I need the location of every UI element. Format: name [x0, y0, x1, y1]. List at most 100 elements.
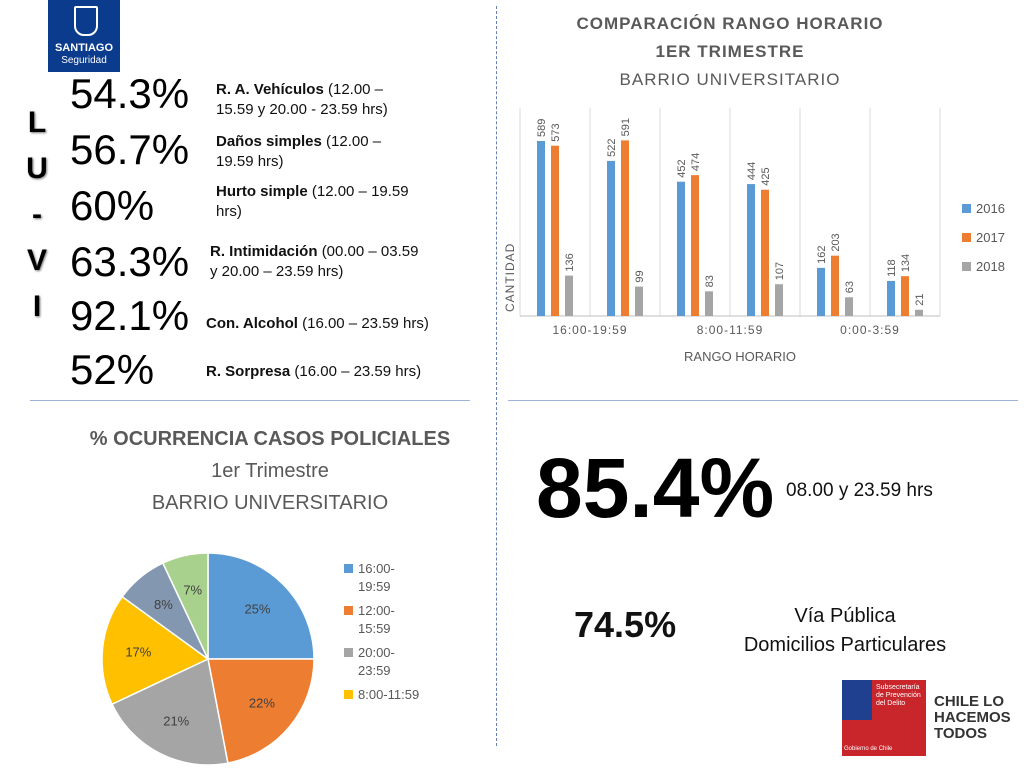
x-tick-label: 0:00-3:59 [840, 323, 900, 337]
slogan-line: CHILE LO [934, 693, 1004, 710]
gobierno-text: Gobierno de Chile [844, 746, 893, 752]
bar-chart-title: COMPARACIÓN RANGO HORARIO [576, 14, 884, 33]
bar-data-label: 474 [690, 153, 702, 171]
bar-2017 [761, 189, 769, 316]
bar-2017 [901, 276, 909, 316]
pie-value-label: 7% [183, 583, 202, 598]
subsecretaria-text: Subsecretaría de Prevención del Delito [876, 684, 921, 707]
stat-pct: 92.1% [70, 292, 190, 339]
horizontal-divider-left [30, 400, 470, 401]
bar-2017 [831, 255, 839, 316]
legend-label: 20:00- [358, 645, 395, 660]
crime-detail: (16.00 – 23.59 hrs) [294, 363, 422, 380]
legend-label: 2018 [976, 259, 1005, 274]
crime-detail: 19.59 hrs) [216, 153, 284, 170]
crime-detail: (12.00 – 19.59 [311, 183, 409, 200]
bar-2016 [607, 160, 615, 316]
legend-label: 8:00-11:59 [358, 687, 419, 702]
legend-label: 23:59 [358, 663, 391, 678]
crime-desc: R. A. Vehículos (12.00 – 15.59 y 20.00 -… [216, 80, 476, 120]
bar-2016 [537, 140, 545, 316]
pie-slice [101, 595, 210, 706]
bar-data-label: 99 [634, 270, 646, 282]
pie-value-label: 8% [154, 597, 173, 612]
highlight-mid-caption: Vía Pública Domicilios Particulares [720, 602, 970, 660]
side-letter: V [26, 244, 47, 277]
bar-data-label: 83 [704, 275, 716, 287]
stat-pct: 54.3% [70, 70, 190, 117]
bar-2016 [747, 184, 755, 316]
side-letter: I [32, 290, 42, 323]
pie-chart: 25% 22% 21% 17% 8% 7% 16:00- 19:59 12:00- 15:59 2… [101, 552, 419, 766]
bar-data-label: 118 [886, 259, 898, 277]
crime-detail: 15.59 y 20.00 - 23.59 hrs) [216, 101, 388, 118]
bar-data-label: 425 [760, 167, 772, 185]
crime-detail: (00.00 – 03.59 [321, 243, 419, 260]
bar-chart-subtitle2: BARRIO UNIVERSITARIO [619, 70, 841, 89]
bar-2016 [887, 280, 895, 316]
bar-2017 [691, 175, 699, 316]
slogan: CHILE LO HACEMOS TODOS [934, 694, 1011, 742]
pie-value-label: 22% [249, 696, 275, 711]
pie-value-label: 21% [163, 713, 189, 728]
bar-data-label: 452 [676, 159, 688, 177]
bar-2017 [621, 140, 629, 316]
legend-swatch [344, 564, 353, 573]
crime-detail: (12.00 – [327, 81, 384, 98]
bar-2018 [915, 309, 923, 316]
bar-2018 [775, 284, 783, 316]
bar-data-label: 134 [900, 254, 912, 272]
legend-label: 2017 [976, 230, 1005, 245]
bar-data-label: 444 [746, 162, 758, 180]
highlight-mid-value: 74.5% [574, 604, 677, 645]
legend-label: 15:59 [358, 621, 391, 636]
legend-swatch [962, 233, 971, 242]
bar-2018 [635, 286, 643, 316]
stat-pct: 60% [70, 182, 155, 229]
crime-desc: Con. Alcohol (16.00 – 23.59 hrs) [206, 314, 486, 334]
pie-slice [111, 657, 229, 766]
crime-name: Con. Alcohol [206, 315, 298, 332]
pie-slice [161, 552, 209, 660]
bar-chart-ylabel: CANTIDAD [503, 243, 517, 312]
bar-chart-xlabel: RANGO HORARIO [684, 349, 796, 364]
bar-data-label: 136 [564, 253, 576, 271]
slogan-line: HACEMOS [934, 709, 1011, 726]
bar-2018 [565, 275, 573, 316]
highlight-big-caption: 08.00 y 23.59 hrs [786, 480, 933, 501]
shield-icon [74, 6, 98, 36]
legend-label: 2016 [976, 201, 1005, 216]
x-tick-label: 16:00-19:59 [552, 323, 627, 337]
bar-2018 [845, 297, 853, 316]
pie-chart-title: % OCURRENCIA CASOS POLICIALES [89, 428, 451, 450]
pie-chart-subtitle: 1er Trimestre [211, 460, 329, 482]
bar-2017 [551, 145, 559, 316]
bar-chart-legend: 2016 2017 2018 [962, 201, 1005, 274]
crime-name: R. A. Vehículos [216, 81, 324, 98]
legend-swatch [962, 262, 971, 271]
pie-slice [207, 552, 315, 660]
caption-line: Vía Pública [794, 605, 896, 627]
pie-value-label: 25% [244, 602, 270, 617]
crime-desc: R. Intimidación (00.00 – 03.59 y 20.00 –… [210, 242, 480, 282]
caption-line: Domicilios Particulares [743, 634, 947, 656]
bar-data-label: 107 [774, 262, 786, 280]
bar-data-label: 589 [536, 119, 548, 137]
stat-pct: 63.3% [70, 238, 190, 285]
bar-data-label: 162 [816, 246, 828, 264]
crime-name: R. Intimidación [210, 243, 318, 260]
pie-slice [207, 658, 315, 764]
bar-data-label: 573 [550, 123, 562, 141]
bar-data-label: 591 [620, 118, 632, 136]
crime-desc: R. Sorpresa (16.00 – 23.59 hrs) [206, 362, 486, 382]
legend-label: 19:59 [358, 579, 391, 594]
bar-2018 [705, 291, 713, 316]
slogan-line: TODOS [934, 725, 988, 742]
pie-chart-legend: 16:00- 19:59 12:00- 15:59 20:00- 23:59 8:00-11… [344, 561, 419, 702]
crime-name: Daños simples [216, 133, 322, 150]
legend-swatch [962, 204, 971, 213]
crime-desc: Hurto simple (12.00 – 19.59 hrs) [216, 182, 476, 222]
highlight-big-value: 85.4% [536, 441, 775, 535]
subsecretaria-logo: Subsecretaría de Prevención del Delito G… [842, 680, 926, 756]
